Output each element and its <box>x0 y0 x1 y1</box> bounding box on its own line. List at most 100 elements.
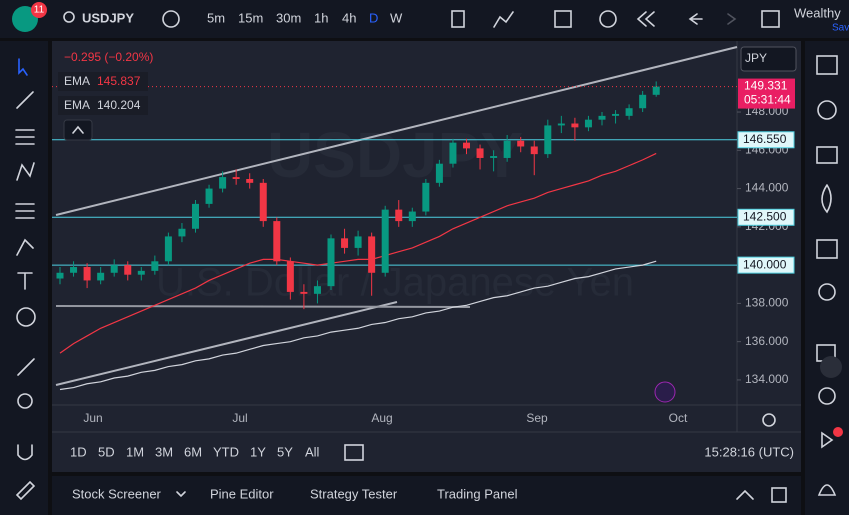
y-tick-label: 134.000 <box>745 372 789 386</box>
range-button[interactable]: 3M <box>155 444 173 459</box>
range-button[interactable]: 6M <box>184 444 202 459</box>
panel-tab[interactable]: Trading Panel <box>437 486 518 501</box>
candle-body <box>652 86 660 95</box>
candle-body <box>408 211 416 222</box>
panel-maximize[interactable] <box>771 487 787 503</box>
interval[interactable]: 15m <box>238 10 263 25</box>
settings-icon[interactable] <box>762 413 776 427</box>
ema-value: 140.204 <box>97 98 141 112</box>
undo-icon[interactable] <box>688 13 703 25</box>
replay-icon[interactable] <box>636 11 655 27</box>
ai-button[interactable] <box>820 356 842 378</box>
candle-body <box>449 142 457 164</box>
candle-body <box>232 177 240 180</box>
candle-body <box>517 140 525 147</box>
candle-body <box>395 209 403 222</box>
account-name[interactable]: Wealthy <box>794 5 841 20</box>
panel-tab[interactable]: Strategy Tester <box>310 486 398 501</box>
account-sub[interactable]: Save <box>832 23 849 34</box>
watermark: USDJPY <box>267 119 523 191</box>
interval[interactable]: W <box>390 10 403 25</box>
ema-name: EMA <box>64 74 90 88</box>
level-label-box <box>737 208 795 226</box>
interval[interactable]: 4h <box>342 10 356 25</box>
candle-body <box>598 115 606 120</box>
x-tick-label: Oct <box>669 411 688 425</box>
fullscreen-icon[interactable] <box>761 10 780 28</box>
candle-body <box>313 286 321 294</box>
range-button[interactable]: 1M <box>126 444 144 459</box>
candle-body <box>435 163 443 183</box>
candle-body <box>137 270 145 275</box>
left-toolbar <box>0 41 48 515</box>
candle-body <box>164 236 172 262</box>
redo-icon <box>727 13 737 25</box>
alert-icon[interactable] <box>599 10 617 28</box>
currency[interactable]: JPY <box>745 51 767 65</box>
level-label: 142.500 <box>743 209 787 223</box>
dropdown-icon[interactable] <box>176 491 186 498</box>
candle-body <box>354 236 362 248</box>
currency-box[interactable] <box>740 46 797 72</box>
chart: USDJPY U.S. Dollar / Japanese Yen 134.000 1… <box>52 46 795 425</box>
candle-body <box>124 265 132 275</box>
candle-body <box>490 156 498 158</box>
range-button[interactable]: 1D <box>70 444 87 459</box>
flash-icon[interactable] <box>654 381 676 403</box>
candle-body <box>151 261 159 271</box>
range-button[interactable]: 5Y <box>277 444 293 459</box>
panel-tab[interactable]: Stock Screener <box>72 486 162 501</box>
layout-icon[interactable] <box>554 10 572 28</box>
candle-body <box>83 267 91 281</box>
y-tick-label: 138.000 <box>745 296 789 310</box>
interval[interactable]: 5m <box>207 10 225 25</box>
x-tick-label: Sep <box>526 411 548 425</box>
x-tick-label: Jun <box>83 411 102 425</box>
notification-dot <box>833 427 843 437</box>
candle-body <box>300 291 308 294</box>
legend-row <box>58 96 148 115</box>
x-tick-label: Aug <box>371 411 392 425</box>
candle-body <box>381 209 389 273</box>
widgets[interactable] <box>816 55 838 496</box>
clock[interactable]: 15:28:16 (UTC) <box>704 444 794 459</box>
candle-body <box>341 238 349 248</box>
collapse-legend[interactable] <box>63 119 93 141</box>
candle-body <box>530 146 538 155</box>
trend-line <box>55 46 738 216</box>
panel-collapse[interactable] <box>736 489 754 500</box>
price-change: −0.295 (−0.20%) <box>64 50 153 64</box>
interval[interactable]: 1h <box>314 10 328 25</box>
alert-badge <box>31 2 47 18</box>
interval[interactable]: D <box>369 10 378 25</box>
trend-line <box>55 301 398 386</box>
chart-type-icon[interactable] <box>451 10 465 28</box>
candle-body <box>503 140 511 158</box>
collapse-icon <box>72 125 84 134</box>
range-button[interactable]: 1Y <box>250 444 266 459</box>
search-icon[interactable] <box>63 11 75 23</box>
indicators-icon[interactable] <box>493 11 514 28</box>
ema-line <box>59 260 657 391</box>
last-price-box <box>738 78 795 109</box>
range-button[interactable]: All <box>305 444 320 459</box>
candle-body <box>286 261 294 292</box>
bottom-panel <box>52 476 801 515</box>
chart-pane <box>52 41 801 472</box>
range-button[interactable]: 5D <box>98 444 115 459</box>
candle-body <box>463 142 470 149</box>
range-button[interactable]: YTD <box>213 444 239 459</box>
ema-line <box>59 152 657 354</box>
interval[interactable]: 30m <box>276 10 301 25</box>
drawing-tools[interactable] <box>15 58 36 501</box>
add-symbol[interactable] <box>162 10 180 28</box>
ema-name: EMA <box>64 98 90 112</box>
symbol[interactable]: USDJPY <box>82 10 134 25</box>
trend-line <box>55 305 471 308</box>
panel-tab[interactable]: Pine Editor <box>210 486 274 501</box>
candle-body <box>476 148 484 158</box>
candle-body <box>273 221 281 262</box>
date-range-icon[interactable] <box>344 444 364 461</box>
level-label: 140.000 <box>743 257 787 271</box>
